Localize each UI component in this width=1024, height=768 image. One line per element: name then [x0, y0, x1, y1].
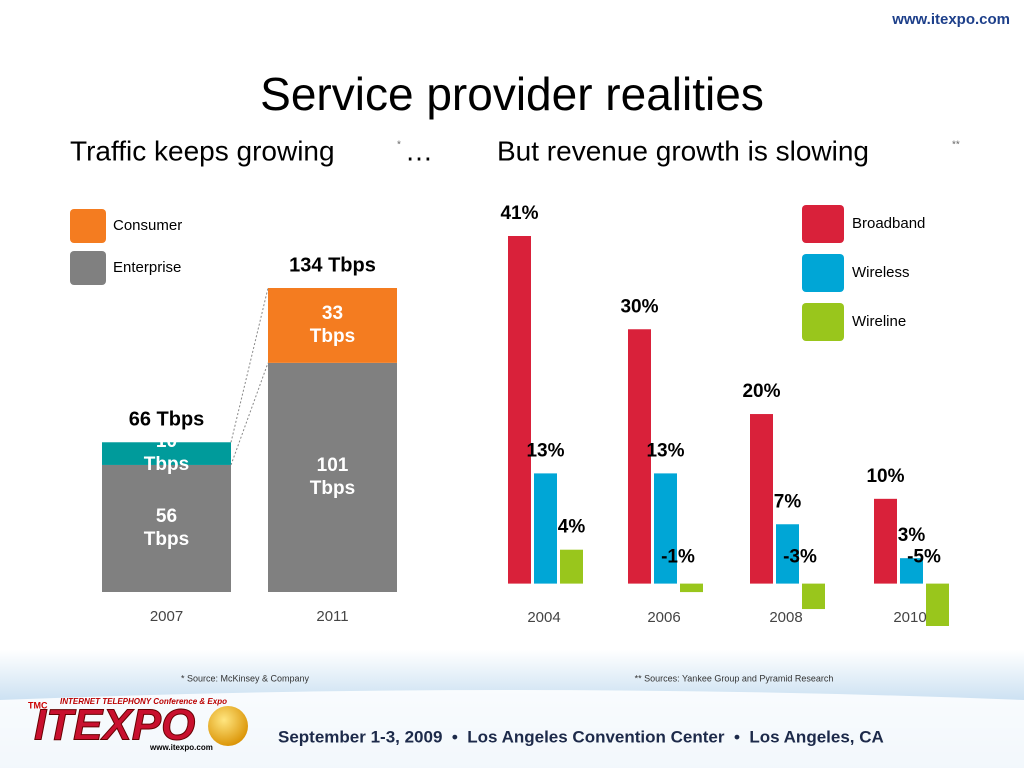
bar: [680, 583, 703, 593]
bar: [776, 524, 799, 584]
logo: ITEXPO: [34, 701, 195, 750]
legend-label: Consumer: [113, 217, 182, 234]
x-tick-label: 2011: [316, 608, 348, 625]
chart-title: Traffic keeps growing: [70, 135, 335, 166]
total-label: 66 Tbps: [129, 409, 205, 431]
value-label: 41%: [500, 203, 538, 224]
legend-label: Wireline: [852, 313, 906, 330]
logo-url: www.itexpo.com: [149, 743, 213, 752]
segment-label: 33 Tbps: [310, 303, 355, 347]
bar-segment: [102, 464, 231, 592]
title-suffix: …: [405, 135, 433, 166]
value-label: 13%: [526, 440, 564, 461]
x-tick-label: 2007: [150, 608, 183, 625]
x-tick-label: 2010: [893, 609, 926, 626]
legend-swatch: [802, 205, 844, 243]
bar-segment: [102, 442, 231, 465]
value-label: 13%: [646, 440, 684, 461]
logo-globe: [208, 706, 248, 746]
bar-segment: [268, 362, 397, 592]
slide-title: Service provider realities: [260, 68, 764, 120]
value-label: 30%: [620, 296, 658, 317]
bar: [926, 583, 949, 626]
bar: [654, 473, 677, 584]
bar: [802, 583, 825, 610]
bar: [628, 329, 651, 584]
segment-label: 56 Tbps: [144, 506, 189, 550]
value-label: 7%: [774, 491, 802, 512]
value-label: 3%: [898, 525, 926, 546]
legend-label: Wireless: [852, 264, 910, 281]
value-label: -5%: [907, 547, 941, 568]
segment-label: 10 Tbps: [144, 431, 189, 475]
value-label: 4%: [558, 517, 586, 538]
legend-swatch: [70, 209, 106, 243]
bar: [508, 236, 531, 584]
value-label: -3%: [783, 547, 817, 568]
bar-segment: [268, 288, 397, 363]
source: ** Sources: Yankee Group and Pyramid Res…: [635, 673, 834, 683]
value-label: 20%: [742, 381, 780, 402]
bar: [750, 414, 773, 584]
connector: [230, 287, 269, 443]
legend-label: Broadband: [852, 215, 925, 232]
legend-swatch: [70, 251, 106, 285]
website: www.itexpo.com: [891, 11, 1010, 28]
connector: [230, 362, 269, 466]
x-tick-label: 2008: [769, 609, 802, 626]
logo-badge: TMC: [28, 700, 48, 710]
legend-swatch: [802, 254, 844, 292]
total-label: 134 Tbps: [289, 254, 376, 276]
value-label: 10%: [866, 466, 904, 487]
title-note: *: [397, 140, 401, 151]
legend-swatch: [802, 303, 844, 341]
source: * Source: McKinsey & Company: [181, 673, 310, 683]
event-banner: September 1-3, 2009 • Los Angeles Conven…: [278, 727, 884, 746]
title-note: **: [952, 140, 960, 151]
bar: [534, 473, 557, 584]
x-tick-label: 2006: [647, 609, 680, 626]
logo-tagline: INTERNET TELEPHONY Conference & Expo: [60, 697, 227, 706]
bar: [900, 558, 923, 584]
footer-band: [0, 690, 1024, 768]
bar: [874, 498, 897, 584]
x-tick-label: 2004: [527, 609, 560, 626]
value-label: -1%: [661, 547, 695, 568]
segment-label: 101 Tbps: [310, 455, 355, 499]
legend-label: Enterprise: [113, 259, 181, 276]
chart-title: But revenue growth is slowing: [497, 135, 869, 166]
bar: [560, 549, 583, 584]
